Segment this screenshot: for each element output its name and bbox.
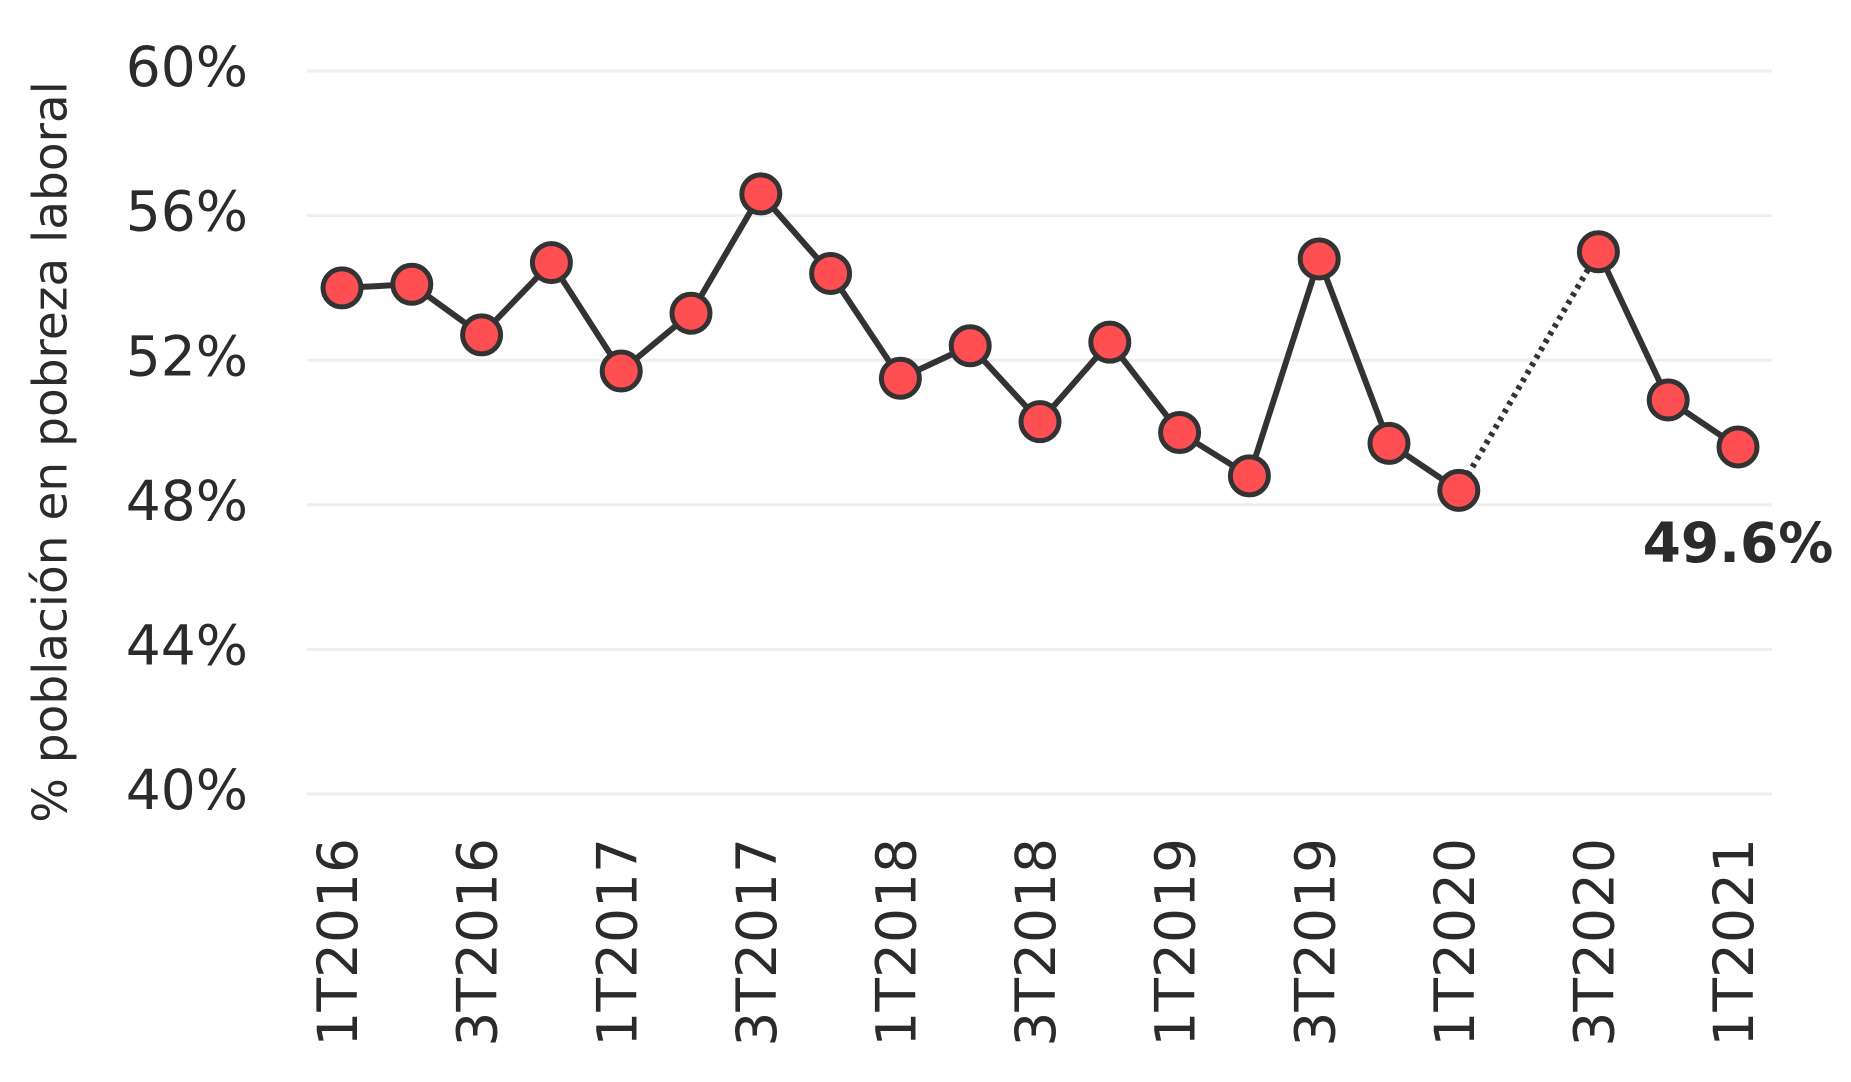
point — [1088, 320, 1132, 364]
point — [1367, 421, 1411, 465]
x-tick-label: 1T2019 — [1144, 838, 1208, 1047]
x-tick-label: 1T2016 — [306, 838, 370, 1047]
y-tick-label: 60% — [126, 35, 248, 99]
point — [460, 313, 504, 357]
point — [1437, 468, 1481, 512]
x-tick-label: 1T2017 — [585, 838, 649, 1047]
x-tick-label: 1T2021 — [1702, 838, 1766, 1047]
y-tick-label: 40% — [126, 758, 248, 822]
y-axis-title: % población en pobreza laboral — [24, 81, 79, 823]
point — [1227, 454, 1271, 498]
x-tick-label: 1T2020 — [1423, 838, 1487, 1047]
y-tick-label: 48% — [126, 469, 248, 533]
point — [1297, 237, 1341, 281]
y-tick-label: 52% — [126, 324, 248, 388]
point — [1576, 230, 1620, 274]
point — [1158, 411, 1202, 454]
point — [809, 251, 853, 295]
line — [341, 190, 1740, 493]
point — [948, 324, 992, 368]
y-tick-label: 56% — [126, 180, 248, 244]
x-tick-label: 3T2019 — [1283, 838, 1347, 1047]
point — [1018, 400, 1062, 444]
gap-connector — [1456, 250, 1601, 492]
x-tick-label: 3T2017 — [725, 838, 789, 1047]
value-label: 49.6% — [1643, 511, 1834, 575]
point — [1716, 425, 1760, 469]
point — [1646, 378, 1690, 422]
point — [320, 266, 364, 310]
point — [390, 262, 434, 306]
point — [599, 349, 643, 393]
y-tick-label: 44% — [126, 614, 248, 678]
point — [529, 241, 573, 285]
point — [878, 356, 922, 400]
x-tick-label: 3T2016 — [446, 838, 510, 1047]
x-tick-label: 3T2018 — [1004, 838, 1068, 1047]
x-tick-label: 1T2018 — [865, 838, 929, 1047]
x-tick-label: 3T2020 — [1563, 838, 1627, 1047]
point — [669, 291, 713, 335]
point — [739, 172, 783, 216]
